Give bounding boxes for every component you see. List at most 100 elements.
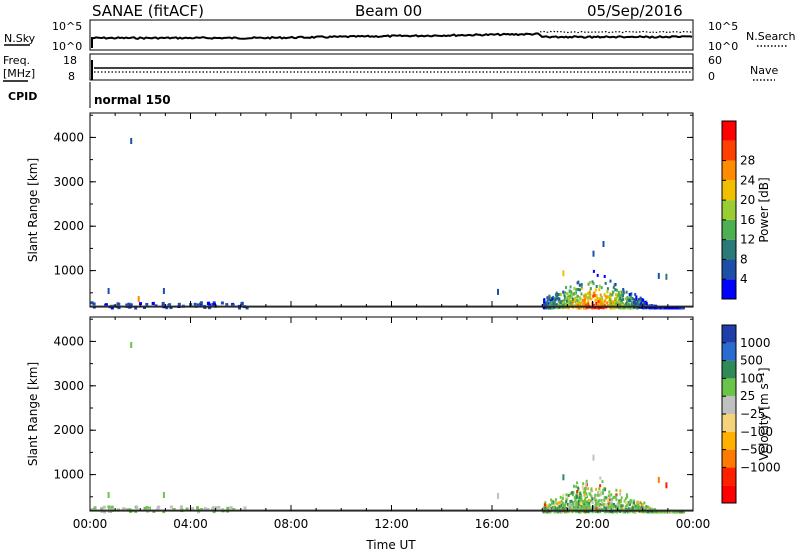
scatter-cell: [612, 507, 614, 511]
scatter-cell: [601, 302, 604, 306]
scatter-cell: [590, 506, 593, 509]
scatter-cell: [557, 293, 560, 297]
scatter-cell: [238, 306, 241, 310]
scatter-cell: [598, 499, 601, 503]
colorbar-tick-label: −1000: [740, 460, 781, 474]
scatter-cell: [627, 507, 630, 511]
scatter-cell: [574, 499, 577, 502]
scatter-cell: [587, 498, 590, 502]
scatter-cell: [617, 293, 620, 297]
scatter-cell: [592, 497, 595, 500]
scatter-cell: [620, 293, 623, 297]
scatter-cell: [579, 301, 582, 305]
scatter-cell: [544, 501, 547, 505]
time-axis: 00:00 04:00 08:00 12:00 16:00 20:00 00:00: [73, 517, 711, 531]
colorbar-segment: [722, 160, 736, 181]
scatter-cell: [583, 490, 586, 494]
scatter-cell: [565, 296, 568, 300]
scatter-cell: [561, 510, 564, 514]
scatter-cell: [623, 499, 626, 503]
colorbar-tick-label: 20: [740, 193, 755, 207]
time-axis-label: Time UT: [365, 538, 416, 552]
scatter-cell: [565, 498, 568, 502]
scatter-cell: [616, 502, 619, 506]
scatter-cell: [566, 292, 569, 296]
scatter-cell: [615, 498, 618, 502]
scatter-cell: [622, 506, 625, 510]
scatter-cell: [588, 506, 591, 510]
scatter-cluster: [602, 241, 605, 247]
scatter-cell: [551, 501, 553, 505]
scatter-cell: [563, 295, 566, 299]
scatter-cell: [563, 293, 566, 297]
scatter-cell: [570, 499, 573, 503]
scatter-cell: [169, 306, 173, 310]
scatter-cell: [596, 510, 599, 514]
scatter-cell: [599, 484, 602, 488]
scatter-cell: [679, 306, 682, 310]
scatter-cell: [598, 288, 601, 292]
scatter-cell: [628, 293, 631, 296]
scatter-cell: [622, 297, 625, 301]
scatter-cell: [565, 299, 568, 303]
scatter-cell: [602, 301, 605, 305]
scatter-cell: [614, 306, 616, 310]
noise-left-tick-bottom: 10^0: [52, 40, 82, 53]
scatter-cell: [626, 296, 629, 299]
scatter-cell: [588, 281, 591, 284]
scatter-cell: [564, 291, 567, 295]
scatter-cell: [197, 303, 200, 307]
scatter-cell: [145, 506, 149, 510]
cpid-label: CPID: [8, 90, 37, 103]
scatter-cell: [554, 506, 557, 510]
scatter-cell: [543, 503, 546, 507]
scatter-cell: [555, 498, 557, 502]
scatter-cell: [612, 495, 615, 499]
scatter-cell: [671, 306, 674, 310]
scatter-cell: [610, 500, 613, 504]
scatter-cell: [624, 297, 627, 301]
scatter-cell: [544, 506, 547, 510]
scatter-cell: [640, 505, 643, 509]
colorbar-frame: [721, 120, 737, 300]
scatter-cell: [107, 505, 111, 509]
scatter-cell: [678, 306, 681, 310]
scatter-cell: [545, 504, 548, 508]
scatter-cell: [595, 498, 598, 502]
scatter-cell: [582, 487, 585, 491]
scatter-cell: [592, 507, 595, 511]
cpid-panel: CPID normal 150: [8, 82, 171, 108]
scatter-cell: [579, 500, 582, 504]
scatter-cell: [161, 301, 165, 305]
scatter-cell: [629, 296, 632, 300]
scatter-cell: [664, 510, 667, 514]
x-tick-label: 00:00: [676, 517, 711, 531]
scatter-cell: [597, 491, 599, 494]
scatter-cell: [571, 293, 574, 297]
scatter-cell: [554, 501, 557, 505]
scatter-cell: [583, 493, 586, 497]
scatter-cell: [594, 498, 597, 502]
colorbar-tick-label: 24: [740, 173, 755, 187]
scatter-cell: [617, 300, 620, 304]
scatter-cell: [638, 300, 641, 304]
scatter-cell: [608, 303, 611, 307]
scatter-cell: [557, 503, 560, 507]
scatter-cell: [641, 506, 644, 510]
freq-tick-top: 18: [63, 54, 77, 67]
scatter-cell: [568, 297, 570, 300]
scatter-cell: [634, 293, 637, 296]
scatter-cell: [609, 279, 612, 283]
scatter-cell: [226, 506, 230, 510]
colorbar-segment: [722, 396, 736, 414]
scatter-cell: [626, 302, 629, 306]
scatter-cell: [634, 298, 637, 302]
scatter-cell: [555, 296, 558, 300]
scatter-cell: [571, 297, 574, 301]
scatter-cell: [573, 484, 575, 488]
power-panel-frame: [89, 112, 694, 308]
scatter-cell: [612, 290, 615, 294]
scatter-cell: [598, 502, 601, 506]
colorbar-tick-label: −500: [740, 443, 773, 457]
scatter-cell: [614, 298, 617, 302]
